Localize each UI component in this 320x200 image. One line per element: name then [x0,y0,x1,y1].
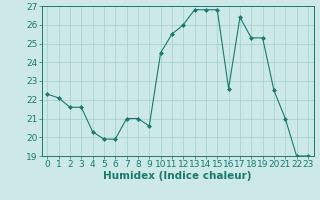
X-axis label: Humidex (Indice chaleur): Humidex (Indice chaleur) [103,171,252,181]
